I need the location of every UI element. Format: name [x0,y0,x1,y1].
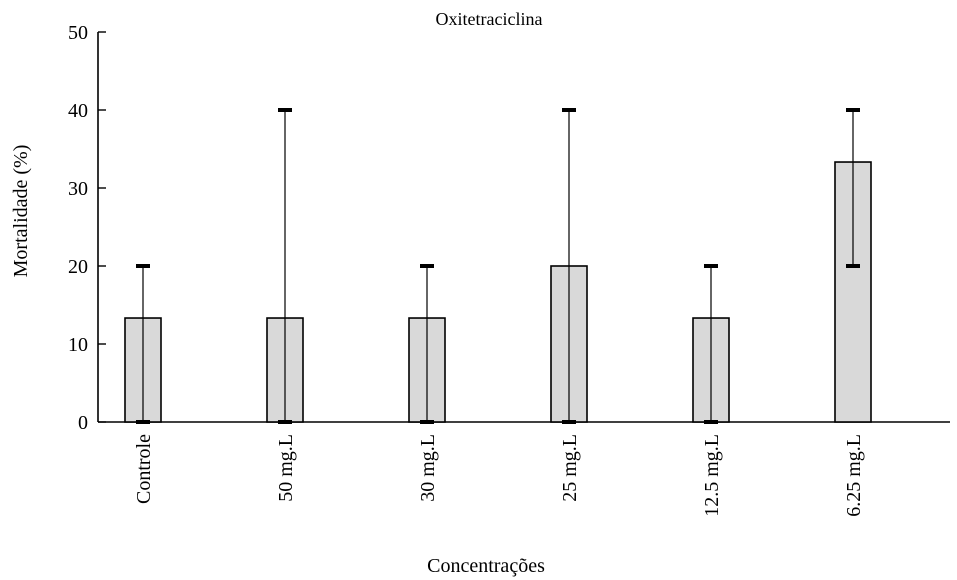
chart-title: Oxitetraciclina [436,9,543,29]
y-axis-label: Mortalidade (%) [10,145,32,278]
x-tick-label: 25 mg.L [559,434,581,502]
x-tick-label: 30 mg.L [417,434,439,502]
y-tick-label: 50 [68,22,88,44]
y-tick-label: 40 [68,100,88,122]
y-tick-label: 10 [68,334,88,356]
x-axis-label: Concentrações [427,555,545,577]
x-tick-label: Controle [133,434,155,504]
x-tick-label: 6.25 mg.L [843,434,865,517]
y-tick-label: 20 [68,256,88,278]
y-tick-label: 30 [68,178,88,200]
y-tick-label: 0 [78,412,88,434]
x-tick-label: 50 mg.L [275,434,297,502]
x-tick-label: 12.5 mg.L [701,434,723,517]
